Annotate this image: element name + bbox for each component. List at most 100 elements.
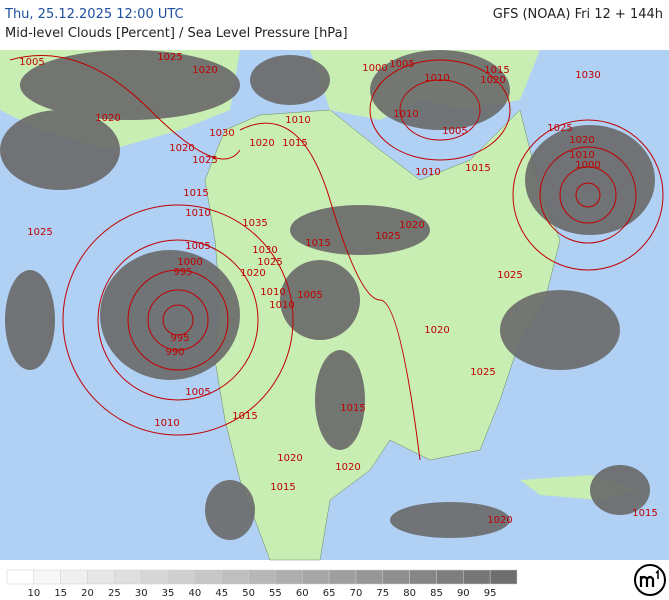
legend-swatch xyxy=(302,569,330,585)
isobar-label: 990 xyxy=(165,347,184,358)
isobar-label: 1020 xyxy=(240,268,265,279)
isobar-label: 1020 xyxy=(192,65,217,76)
isobar-label: 1020 xyxy=(277,453,302,464)
isobar-label: 1015 xyxy=(270,482,295,493)
isobar-label: 1030 xyxy=(209,128,234,139)
legend-label: 10 xyxy=(27,588,40,599)
isobar-label: 1015 xyxy=(632,508,657,519)
legend-swatch xyxy=(409,569,437,585)
isobar-label: 1035 xyxy=(242,218,267,229)
isobar-label: 1005 xyxy=(297,290,322,301)
isobar-label: 1000 xyxy=(177,257,202,268)
subtitle: Mid-level Clouds [Percent] / Sea Level P… xyxy=(5,26,348,41)
legend-label: 55 xyxy=(269,588,282,599)
legend-label: 50 xyxy=(242,588,255,599)
isobar-label: 995 xyxy=(170,333,189,344)
legend-swatch xyxy=(355,569,384,585)
legend-label: 35 xyxy=(162,588,175,599)
isobar-label: 1010 xyxy=(269,300,294,311)
isobar-label: 1015 xyxy=(340,403,365,414)
isobar-label: 1010 xyxy=(415,167,440,178)
isobar-label: 1020 xyxy=(424,325,449,336)
legend-label: 20 xyxy=(81,588,94,599)
legend-label: 60 xyxy=(296,588,309,599)
legend-label: 75 xyxy=(376,588,389,599)
clouds xyxy=(0,50,655,540)
isobar-label: 1025 xyxy=(192,155,217,166)
isobar-label: 1020 xyxy=(249,138,274,149)
legend-label: 95 xyxy=(484,588,497,599)
isobar-label: 1020 xyxy=(569,135,594,146)
isobar-label: 1030 xyxy=(252,245,277,256)
isobar-label: 1025 xyxy=(470,367,495,378)
isobar-label: 1025 xyxy=(547,123,572,134)
isobar-label: 1010 xyxy=(569,150,594,161)
legend-label: 25 xyxy=(108,588,121,599)
legend-label: 70 xyxy=(350,588,363,599)
isobar-label: 995 xyxy=(173,267,192,278)
legend-label: 40 xyxy=(189,588,202,599)
isobars xyxy=(9,55,664,461)
legend-label: 65 xyxy=(323,588,336,599)
legend-swatch xyxy=(275,569,303,585)
legend-label: 15 xyxy=(54,588,67,599)
isobar-label: 1015 xyxy=(465,163,490,174)
isobar-label: 1020 xyxy=(399,220,424,231)
isobar-label: 1010 xyxy=(285,115,310,126)
legend-swatch xyxy=(140,569,169,585)
legend-swatch xyxy=(167,569,196,585)
legend-swatch xyxy=(114,569,142,585)
isobar-label: 1005 xyxy=(442,126,467,137)
logo xyxy=(634,564,666,596)
legend-swatch xyxy=(87,569,115,585)
legend-label: 90 xyxy=(457,588,470,599)
isobar-label: 1010 xyxy=(154,418,179,429)
legend-swatch xyxy=(194,569,222,585)
legend-label: 85 xyxy=(430,588,443,599)
legend: 10 15 20 25 30 35 40 45 50 55 60 65 70 75 80 85 90 95 xyxy=(6,569,518,599)
legend-swatch xyxy=(248,569,276,585)
isobar-label: 1020 xyxy=(487,515,512,526)
isobar-label: 1005 xyxy=(185,241,210,252)
isobar-label: 1010 xyxy=(260,287,285,298)
isobar-label: 1015 xyxy=(305,238,330,249)
isobar-label: 1025 xyxy=(27,227,52,238)
legend-swatch xyxy=(382,569,410,585)
legend-label: 80 xyxy=(403,588,416,599)
isobar-label: 1015 xyxy=(183,188,208,199)
legend-swatch xyxy=(489,569,518,585)
isobar-label: 1015 xyxy=(484,65,509,76)
legend-swatch xyxy=(463,569,491,585)
isobar-label: 1015 xyxy=(282,138,307,149)
legend-swatch xyxy=(328,569,357,585)
legend-swatch xyxy=(221,569,249,585)
isobar-label: 1025 xyxy=(157,52,182,63)
isobar-label: 1005 xyxy=(185,387,210,398)
isobar-label: 1020 xyxy=(169,143,194,154)
isobar-label: 1030 xyxy=(575,70,600,81)
isobar-label: 1020 xyxy=(95,113,120,124)
legend-label: 45 xyxy=(215,588,228,599)
isobar-label: 1000 xyxy=(575,160,600,171)
isobar-label: 1010 xyxy=(393,109,418,120)
legend-swatch xyxy=(33,569,61,585)
isobar-label: 1015 xyxy=(232,411,257,422)
isobar-label: 1020 xyxy=(335,462,360,473)
legend-label: 30 xyxy=(135,588,148,599)
isobar-label: 1025 xyxy=(257,257,282,268)
isobar-label: 1010 xyxy=(424,73,449,84)
model-run: GFS (NOAA) Fri 12 + 144h xyxy=(492,7,663,22)
legend-swatch xyxy=(60,569,88,585)
isobar-label: 1005 xyxy=(389,59,414,70)
isobar-label: 1025 xyxy=(375,231,400,242)
isobar-label: 1000 xyxy=(362,63,387,74)
isobar-label: 1005 xyxy=(19,57,44,68)
datetime: Thu, 25.12.2025 12:00 UTC xyxy=(5,7,184,22)
legend-swatch xyxy=(436,569,464,585)
isobar-label: 1025 xyxy=(497,270,522,281)
isobar-label: 1020 xyxy=(480,75,505,86)
legend-swatch xyxy=(6,569,35,585)
isobar-label: 1010 xyxy=(185,208,210,219)
